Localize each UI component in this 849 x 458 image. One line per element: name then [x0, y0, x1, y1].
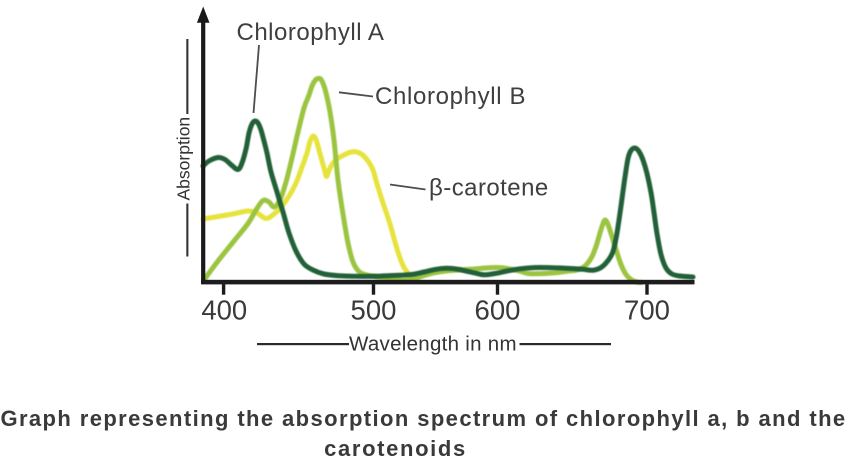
svg-text:β-carotene: β-carotene — [429, 175, 549, 202]
svg-text:carotenoids: carotenoids — [324, 436, 467, 458]
svg-text:Graph representing the absorpt: Graph representing the absorption spectr… — [0, 406, 846, 431]
svg-text:400: 400 — [201, 295, 247, 326]
svg-text:Chlorophyll A: Chlorophyll A — [237, 19, 385, 46]
svg-text:Chlorophyll B: Chlorophyll B — [375, 83, 526, 110]
svg-text:Absorption: Absorption — [174, 117, 194, 201]
svg-text:500: 500 — [351, 295, 397, 326]
svg-text:700: 700 — [624, 295, 670, 326]
svg-text:Wavelength in nm: Wavelength in nm — [349, 333, 517, 356]
svg-text:600: 600 — [475, 295, 521, 326]
